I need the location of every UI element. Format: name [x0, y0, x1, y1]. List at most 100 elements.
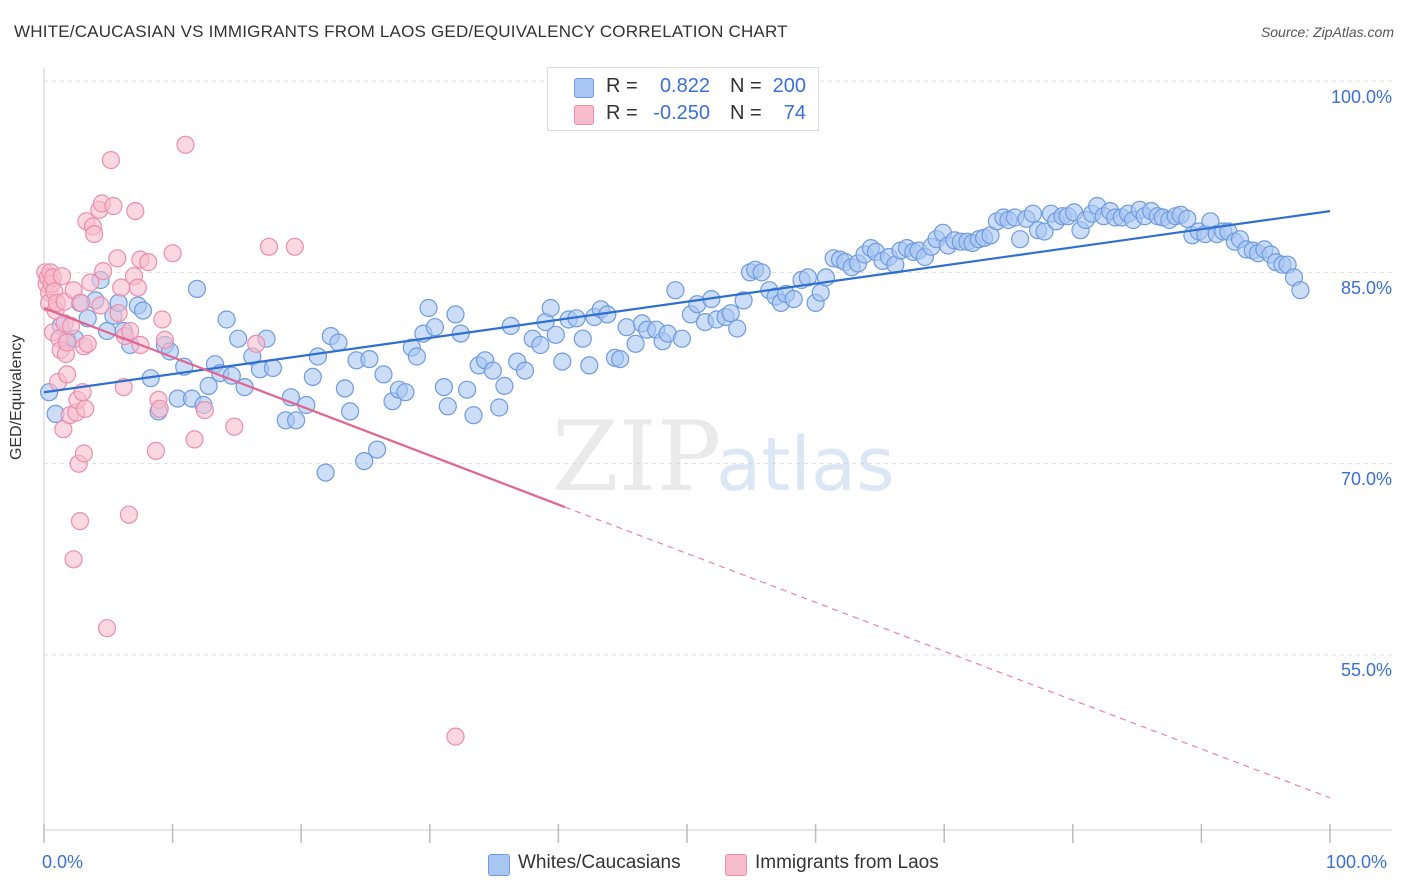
- point-whites: [483, 361, 502, 380]
- point-whites: [446, 305, 465, 324]
- point-laos: [195, 401, 214, 420]
- point-laos: [57, 333, 77, 352]
- legend-row-laos: R = -0.250 N = 74: [548, 102, 818, 128]
- point-whites: [672, 329, 692, 348]
- legend-n-value: 74: [783, 102, 806, 124]
- trendline-whites: [43, 210, 1331, 394]
- point-laos: [126, 202, 145, 221]
- point-whites: [464, 406, 483, 425]
- point-whites: [617, 318, 636, 337]
- point-whites: [308, 347, 327, 366]
- point-whites: [187, 279, 207, 298]
- watermark-zip: ZIP: [552, 401, 721, 513]
- point-laos: [225, 417, 244, 436]
- point-laos: [446, 727, 465, 746]
- point-whites: [798, 268, 818, 287]
- point-laos: [52, 267, 72, 286]
- point-laos: [139, 253, 158, 272]
- point-laos: [121, 321, 140, 341]
- point-laos: [163, 244, 182, 263]
- point-whites: [728, 319, 747, 338]
- point-whites: [458, 380, 477, 399]
- x-tick-label-max: 100.0%: [1326, 852, 1388, 872]
- grid-lines: [44, 80, 1392, 656]
- point-whites: [546, 325, 565, 344]
- point-laos: [108, 249, 127, 268]
- point-laos: [104, 196, 123, 216]
- point-laos: [101, 151, 121, 170]
- point-laos: [94, 262, 113, 281]
- point-whites: [666, 281, 685, 300]
- point-whites: [626, 334, 645, 353]
- point-whites: [752, 263, 771, 282]
- legend-n-label: N =: [730, 75, 762, 97]
- point-whites: [553, 352, 572, 371]
- point-whites: [721, 304, 740, 323]
- point-laos: [185, 430, 204, 449]
- legend-r-value: 0.822: [659, 75, 710, 97]
- point-whites: [1178, 209, 1197, 228]
- data-points: [36, 135, 1310, 746]
- point-whites: [287, 411, 306, 430]
- point-laos: [81, 273, 100, 292]
- point-whites: [1010, 230, 1030, 249]
- point-whites: [396, 383, 415, 402]
- point-whites: [341, 402, 360, 421]
- chart-title: WHITE/CAUCASIAN VS IMMIGRANTS FROM LAOS …: [14, 22, 788, 41]
- point-whites: [734, 291, 753, 310]
- point-whites: [1291, 281, 1310, 300]
- point-laos: [72, 293, 91, 312]
- point-whites: [263, 358, 282, 378]
- legend-series-name: Immigrants from Laos: [755, 852, 939, 873]
- point-laos: [64, 550, 83, 569]
- y-tick-label: 70.0%: [1340, 469, 1392, 489]
- point-whites: [531, 335, 550, 355]
- source-label: Source: ZipAtlas.com: [1260, 24, 1394, 40]
- axes: [43, 68, 1392, 843]
- point-whites: [811, 283, 830, 302]
- legend: R = 0.822 N = 200 R = -0.250 N = 74: [547, 67, 819, 131]
- point-laos: [259, 237, 279, 256]
- trendline-laos: [43, 307, 566, 509]
- point-laos: [128, 278, 147, 297]
- point-whites: [425, 318, 444, 337]
- point-whites: [316, 463, 335, 482]
- point-laos: [146, 441, 165, 460]
- trendline-laos-extrapolated: [564, 506, 1331, 799]
- point-laos: [247, 334, 266, 353]
- legend-swatch-pink: [725, 854, 747, 876]
- point-whites: [374, 365, 393, 384]
- point-laos: [155, 330, 174, 349]
- point-whites: [355, 452, 374, 471]
- point-whites: [580, 356, 599, 375]
- y-tick-label: 85.0%: [1340, 278, 1392, 298]
- point-whites: [495, 376, 514, 395]
- legend-swatch-blue: [488, 854, 510, 876]
- legend-n-value: 200: [772, 75, 806, 97]
- watermark-atlas: atlas: [716, 422, 895, 508]
- point-whites: [199, 376, 218, 395]
- point-whites: [407, 347, 426, 366]
- point-whites: [784, 290, 803, 309]
- point-whites: [303, 367, 322, 386]
- x-tick-label-min: 0.0%: [42, 852, 84, 872]
- trend-lines: [43, 210, 1331, 799]
- point-laos: [119, 505, 138, 524]
- legend-series-name: Whites/Caucasians: [518, 852, 681, 873]
- point-whites: [229, 329, 248, 348]
- point-whites: [217, 310, 236, 329]
- legend-n-label: N =: [730, 102, 762, 124]
- point-laos: [91, 296, 110, 315]
- y-tick-label: 55.0%: [1340, 660, 1392, 680]
- y-tick-label: 100.0%: [1330, 87, 1392, 107]
- legend-swatch-blue: [574, 78, 594, 98]
- point-laos: [285, 237, 304, 256]
- point-whites: [490, 398, 509, 417]
- point-laos: [150, 399, 169, 418]
- point-laos: [85, 225, 104, 244]
- legend-r-value: -0.250: [653, 102, 710, 124]
- y-axis-label: GED/Equivalency: [8, 334, 25, 460]
- point-whites: [133, 301, 153, 320]
- point-laos: [70, 511, 90, 531]
